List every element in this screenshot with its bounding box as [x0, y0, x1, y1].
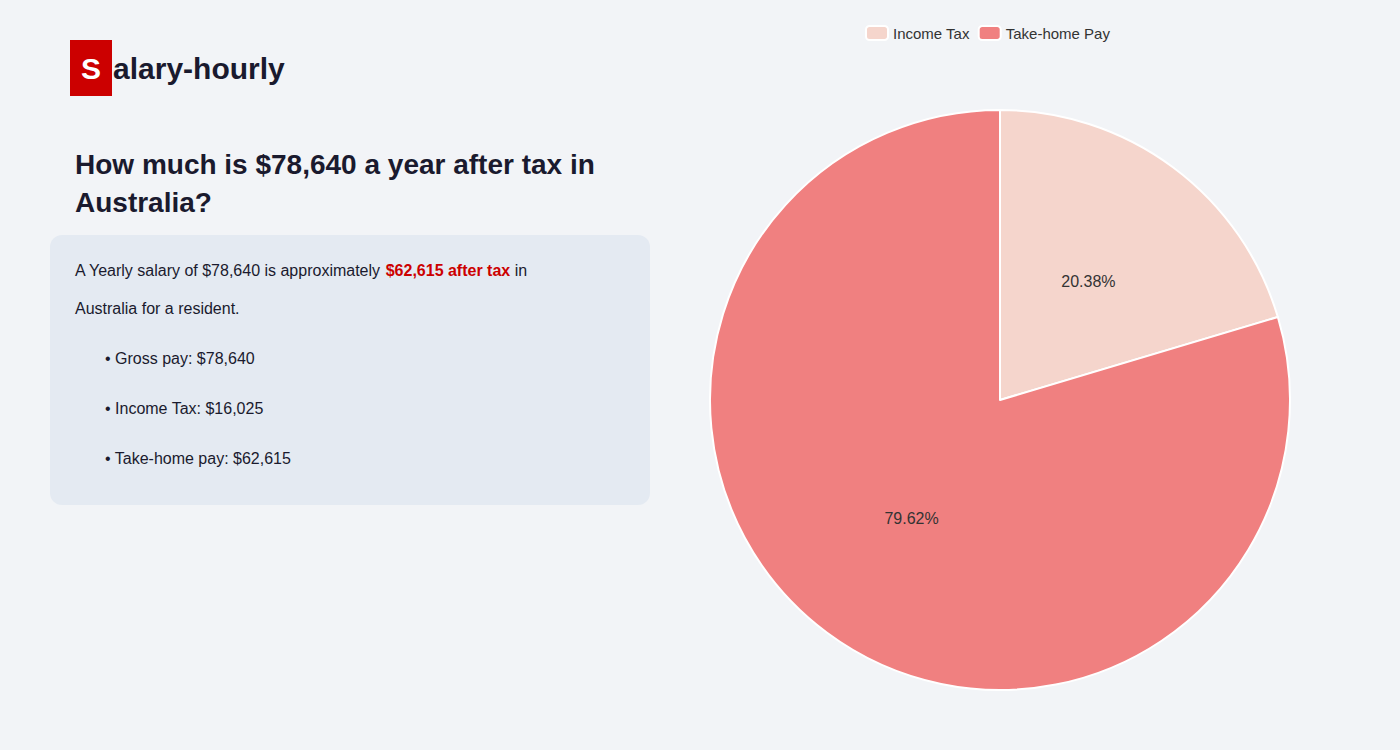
svg-text:20.38%: 20.38%: [1061, 273, 1115, 290]
svg-text:• Gross pay: $78,640: • Gross pay: $78,640: [105, 350, 255, 367]
svg-text:Income Tax: Income Tax: [893, 25, 970, 42]
svg-text:in: in: [510, 262, 527, 279]
svg-text:• Take-home pay: $62,615: • Take-home pay: $62,615: [105, 450, 291, 467]
svg-text:Australia?: Australia?: [75, 187, 212, 218]
svg-text:How much is $78,640 a year aft: How much is $78,640 a year after tax in: [75, 149, 603, 180]
svg-text:alary-hourly: alary-hourly: [113, 52, 285, 85]
svg-text:79.62%: 79.62%: [884, 510, 938, 527]
svg-text:Australia for a resident.: Australia for a resident.: [75, 300, 240, 317]
svg-text:S: S: [81, 52, 101, 85]
svg-text:A Yearly salary of $78,640 is: A Yearly salary of $78,640 is approximat…: [75, 262, 385, 279]
svg-text:$62,615 after tax: $62,615 after tax: [386, 262, 511, 279]
svg-text:• Income Tax: $16,025: • Income Tax: $16,025: [105, 400, 263, 417]
svg-text:Take-home Pay: Take-home Pay: [1006, 25, 1111, 42]
